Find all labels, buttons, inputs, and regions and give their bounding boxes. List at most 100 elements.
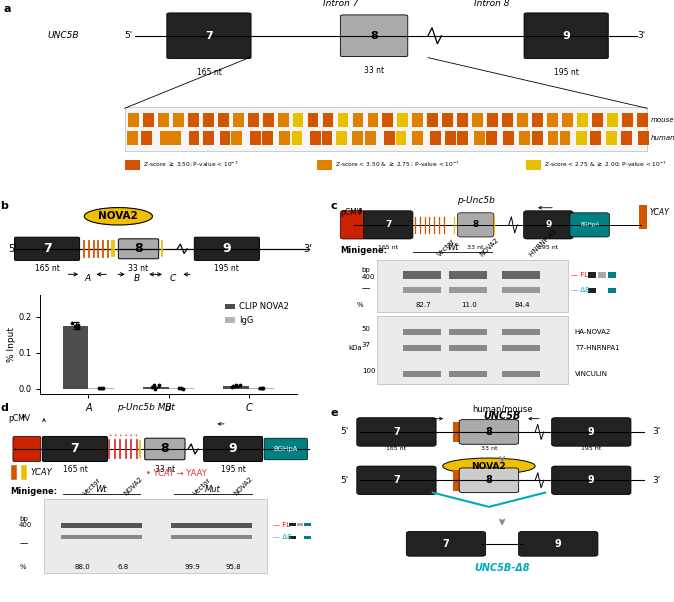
Text: kDa: kDa [348,345,362,351]
FancyBboxPatch shape [101,535,142,539]
Text: bp: bp [362,267,371,273]
Text: UNC5B: UNC5B [483,411,521,421]
FancyBboxPatch shape [61,535,101,539]
FancyBboxPatch shape [598,272,606,278]
FancyBboxPatch shape [384,131,395,145]
Text: Z-score < 3.50 & $\geq$ 2.75 ; P-value < 10$^{-7}$: Z-score < 3.50 & $\geq$ 2.75 ; P-value <… [335,160,460,169]
FancyBboxPatch shape [639,205,648,229]
Text: 9: 9 [222,242,231,255]
Text: 165 nt: 165 nt [386,446,406,451]
Text: 11.0: 11.0 [461,302,477,308]
Text: HA-NOVA2: HA-NOVA2 [575,329,611,335]
FancyBboxPatch shape [519,532,598,556]
FancyBboxPatch shape [338,113,348,127]
Text: mouse: mouse [651,117,674,123]
FancyBboxPatch shape [262,131,273,145]
Text: pCMV: pCMV [8,414,30,423]
Text: 33 nt: 33 nt [129,264,148,273]
Text: 5': 5' [340,476,348,485]
FancyBboxPatch shape [160,131,171,145]
FancyBboxPatch shape [450,287,487,293]
FancyBboxPatch shape [248,113,259,127]
FancyBboxPatch shape [220,131,231,145]
Ellipse shape [443,458,535,474]
FancyBboxPatch shape [377,260,568,312]
FancyBboxPatch shape [547,113,558,127]
FancyBboxPatch shape [365,131,376,145]
FancyBboxPatch shape [532,131,543,145]
Text: NOVA2: NOVA2 [233,476,254,497]
FancyBboxPatch shape [353,113,363,127]
FancyBboxPatch shape [15,237,80,261]
Text: VINCULIN: VINCULIN [575,371,608,377]
FancyBboxPatch shape [212,535,251,539]
Text: • YCAY → YAAY: • YCAY → YAAY [146,469,207,478]
FancyBboxPatch shape [526,160,541,170]
FancyBboxPatch shape [367,113,378,127]
FancyBboxPatch shape [458,113,468,127]
Legend: CLIP NOVA2, IgG: CLIP NOVA2, IgG [222,299,293,328]
FancyBboxPatch shape [502,371,540,377]
Text: d: d [1,403,8,412]
FancyBboxPatch shape [305,536,311,539]
Text: 165 nt: 165 nt [63,465,88,474]
Text: —: — [19,539,28,548]
Text: UNC5B-Δ8: UNC5B-Δ8 [474,563,530,573]
FancyBboxPatch shape [173,113,184,127]
FancyBboxPatch shape [427,113,438,127]
Text: 9: 9 [545,220,551,229]
FancyBboxPatch shape [486,131,497,145]
Text: Z-score < 2.75 & $\geq$ 2.00; P-value < 10$^{-7}$: Z-score < 2.75 & $\geq$ 2.00; P-value < … [544,160,667,169]
FancyBboxPatch shape [377,315,568,384]
Text: 100: 100 [362,368,375,374]
FancyBboxPatch shape [289,524,296,526]
FancyBboxPatch shape [292,131,303,145]
FancyBboxPatch shape [44,499,267,573]
Text: 3': 3' [637,31,645,40]
Text: 8: 8 [134,242,143,255]
Text: 84.4: 84.4 [514,302,530,308]
Text: 5': 5' [8,244,17,254]
Text: — Δ8: — Δ8 [572,287,590,293]
Text: Minigene:: Minigene: [10,487,57,496]
FancyBboxPatch shape [145,438,185,460]
Point [94,383,104,393]
FancyBboxPatch shape [297,524,303,526]
Text: — FL: — FL [274,522,290,528]
Text: 195 nt: 195 nt [539,245,559,250]
FancyBboxPatch shape [622,113,633,127]
FancyBboxPatch shape [398,113,408,127]
Text: YCAY: YCAY [649,208,669,217]
Point [146,382,157,392]
Text: NOVA2: NOVA2 [123,476,144,497]
Text: 195 nt: 195 nt [214,264,239,273]
FancyBboxPatch shape [278,113,288,127]
FancyBboxPatch shape [403,272,441,279]
Text: 195 nt: 195 nt [220,465,245,474]
Text: HNRNP A1: HNRNP A1 [528,228,558,258]
FancyBboxPatch shape [606,131,617,145]
FancyBboxPatch shape [42,436,108,462]
FancyBboxPatch shape [503,131,514,145]
FancyBboxPatch shape [233,113,243,127]
Text: A: A [84,275,90,284]
Text: 7: 7 [385,220,392,229]
Text: 33 nt: 33 nt [481,446,497,451]
Text: 8: 8 [160,442,169,456]
Text: 7: 7 [393,427,400,437]
FancyBboxPatch shape [204,436,263,462]
FancyBboxPatch shape [457,131,468,145]
FancyBboxPatch shape [502,113,513,127]
FancyBboxPatch shape [412,131,423,145]
FancyBboxPatch shape [403,287,441,293]
FancyBboxPatch shape [450,329,487,335]
FancyBboxPatch shape [264,438,307,460]
FancyBboxPatch shape [403,346,441,351]
Text: 8: 8 [472,220,479,229]
Point [69,321,80,330]
FancyBboxPatch shape [562,113,573,127]
Text: e: e [330,408,338,418]
Text: 195 nt: 195 nt [581,446,601,451]
FancyBboxPatch shape [547,131,558,145]
Text: —: — [362,284,370,293]
